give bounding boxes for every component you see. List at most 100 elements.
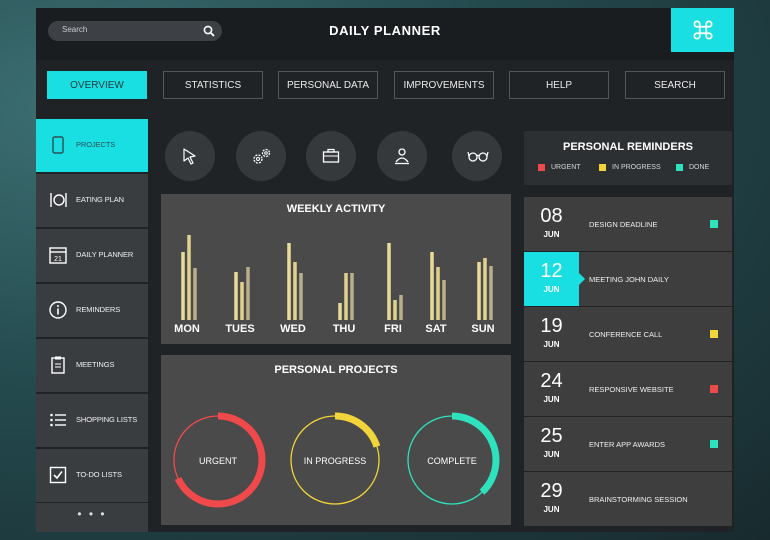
sidebar-item-label: EATING PLAN	[76, 195, 124, 204]
tool-user-upload-button[interactable]	[377, 131, 427, 181]
reminder-row[interactable]: 08 JUN DESIGN DEADLINE	[524, 197, 732, 251]
svg-text:21: 21	[54, 256, 62, 263]
legend-swatch-in-progress	[599, 164, 606, 171]
ring-label-in-progress: IN PROGRESS	[303, 456, 367, 466]
reminders-title: PERSONAL REMINDERS	[563, 141, 693, 153]
activity-bar-tues-3	[246, 267, 250, 320]
tool-briefcase-button[interactable]	[306, 131, 356, 181]
tool-cursor-button[interactable]	[165, 131, 215, 181]
personal-projects-panel: PERSONAL PROJECTS URGENT IN PROGRESS COM…	[161, 355, 511, 525]
sidebar-item-daily-planner[interactable]: 21 DAILY PLANNER	[36, 229, 148, 282]
activity-bar-thu-1	[338, 303, 342, 320]
ring-progress-2	[287, 412, 383, 508]
search-icon[interactable]	[202, 24, 216, 38]
legend-in-progress: IN PROGRESS	[599, 164, 661, 171]
tab-improvements[interactable]: IMPROVEMENTS	[394, 71, 494, 99]
clipboard-icon	[51, 356, 65, 374]
weekly-activity-panel: WEEKLY ACTIVITY	[161, 194, 511, 344]
reminder-row[interactable]: 19 JUN CONFERENCE CALL	[524, 307, 732, 361]
sidebar-item-shopping-lists[interactable]: SHOPPING LISTS	[36, 394, 148, 447]
activity-bar-mon-1	[181, 252, 185, 320]
sidebar-item-label: REMINDERS	[76, 305, 121, 314]
sidebar-item-projects[interactable]: PROJECTS	[36, 119, 148, 172]
reminder-day: 19	[540, 315, 563, 337]
sidebar-item-meetings[interactable]: MEETINGS	[36, 339, 148, 392]
info-icon	[49, 301, 67, 319]
reminder-month: JUN	[543, 450, 560, 459]
tool-glasses-button[interactable]	[452, 131, 502, 181]
selected-pointer	[579, 273, 585, 285]
reminder-day: 08	[540, 205, 563, 227]
activity-bar-fri-2	[393, 300, 397, 320]
status-badge	[710, 440, 718, 448]
ring-progress-3	[404, 412, 500, 508]
reminder-day: 12	[540, 260, 563, 282]
day-label-sat: SAT	[425, 323, 447, 335]
legend-swatch-urgent	[538, 164, 545, 171]
activity-bar-sun-2	[483, 258, 487, 320]
page-title: DAILY PLANNER	[329, 23, 441, 38]
reminder-day: 29	[540, 480, 563, 502]
activity-bar-tues-1	[234, 272, 238, 320]
top-bar: Search DAILY PLANNER	[36, 8, 734, 60]
activity-bar-sun-1	[477, 262, 481, 320]
day-label-sun: SUN	[471, 323, 495, 335]
reminder-row[interactable]: 12 JUN MEETING JOHN DAILY	[524, 252, 732, 306]
gears-icon	[253, 148, 271, 164]
legend-urgent: URGENT	[538, 164, 581, 171]
reminder-month: JUN	[543, 505, 560, 514]
reminder-row[interactable]: 25 JUN ENTER APP AWARDS	[524, 417, 732, 471]
reminder-text: MEETING JOHN DAILY	[589, 275, 669, 284]
activity-bar-wed-3	[299, 273, 303, 320]
search-input[interactable]: Search	[48, 21, 222, 41]
command-button[interactable]	[671, 8, 734, 52]
ring-label-urgent: URGENT	[199, 456, 237, 466]
activity-bar-thu-3	[350, 273, 354, 320]
briefcase-icon	[322, 148, 340, 163]
activity-bar-wed-2	[293, 262, 297, 320]
sidebar-item-reminders[interactable]: REMINDERS	[36, 284, 148, 337]
reminder-month: JUN	[543, 285, 560, 294]
projects-rings	[170, 412, 500, 508]
day-label-wed: WED	[280, 323, 306, 335]
day-label-thu: THU	[332, 323, 356, 335]
sidebar-item-eating-plan[interactable]: EATING PLAN	[36, 174, 148, 227]
ring-progress-1	[170, 412, 266, 508]
reminder-month: JUN	[543, 340, 560, 349]
reminder-row[interactable]: 29 JUN BRAINSTORMING SESSION	[524, 472, 732, 526]
reminder-row[interactable]: 24 JUN RESPONSIVE WEBSITE	[524, 362, 732, 416]
list-icon	[50, 413, 66, 427]
day-label-mon: MON	[174, 323, 200, 335]
tab-personal-data[interactable]: PERSONAL DATA	[278, 71, 378, 99]
activity-bar-sat-1	[430, 252, 434, 320]
sidebar-item-label: DAILY PLANNER	[76, 250, 134, 259]
reminder-text: BRAINSTORMING SESSION	[589, 495, 688, 504]
status-badge	[710, 220, 718, 228]
tab-search[interactable]: SEARCH	[625, 71, 725, 99]
tab-statistics[interactable]: STATISTICS	[163, 71, 263, 99]
reminder-text: ENTER APP AWARDS	[589, 440, 665, 449]
activity-bar-thu-2	[344, 273, 348, 320]
tool-gears-button[interactable]	[236, 131, 286, 181]
legend-label: URGENT	[551, 164, 581, 171]
selected-date-box	[524, 252, 579, 306]
activity-bar-wed-1	[287, 243, 291, 320]
more-dots: • • •	[77, 507, 107, 521]
reminder-day: 24	[540, 370, 563, 392]
sidebar-more-button[interactable]: • • •	[36, 503, 148, 532]
sidebar-item-label: PROJECTS	[76, 140, 116, 149]
ring-label-complete: COMPLETE	[427, 456, 477, 466]
day-label-fri: FRI	[384, 323, 402, 335]
user-upload-icon	[395, 148, 409, 165]
tab-overview[interactable]: OVERVIEW	[47, 71, 147, 99]
tablet-icon	[52, 136, 64, 154]
tab-help[interactable]: HELP	[509, 71, 609, 99]
status-badge	[710, 385, 718, 393]
legend-done: DONE	[676, 164, 709, 171]
reminder-day: 25	[540, 425, 563, 447]
personal-projects-title: PERSONAL PROJECTS	[274, 364, 398, 376]
sidebar-item-label: TO-DO LISTS	[76, 470, 122, 479]
sidebar-item-to-do-lists[interactable]: TO-DO LISTS	[36, 449, 148, 502]
activity-bar-tues-2	[240, 282, 244, 320]
activity-bar-fri-3	[399, 295, 403, 320]
